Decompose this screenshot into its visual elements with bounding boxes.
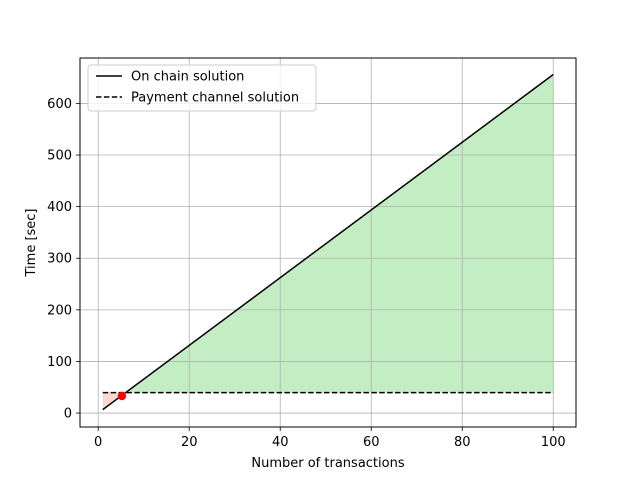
- x-tick-label: 60: [363, 435, 380, 450]
- x-tick-label: 20: [181, 435, 198, 450]
- x-tick-label: 100: [541, 435, 566, 450]
- x-ticks: 0 20 40 60 80 100: [94, 427, 566, 450]
- x-axis-label: Number of transactions: [251, 456, 404, 471]
- intersection-point: [117, 391, 127, 401]
- y-tick-label: 100: [47, 355, 72, 370]
- x-tick-label: 40: [272, 435, 289, 450]
- plot-frame: [79, 57, 577, 428]
- y-tick-label: 600: [47, 97, 72, 112]
- series-line-on-chain: [102, 73, 554, 411]
- y-tick-label: 400: [47, 200, 72, 215]
- legend-box: [87, 64, 317, 112]
- legend-entry-0: On chain solution: [131, 70, 244, 85]
- x-tick-label: 80: [454, 435, 471, 450]
- x-tick-label: 0: [94, 435, 102, 450]
- series-lines: [102, 73, 554, 411]
- legend-entry-1: Payment channel solution: [131, 91, 299, 106]
- y-tick-label: 300: [47, 252, 72, 267]
- y-axis-label: Time [sec]: [24, 208, 39, 277]
- y-tick-label: 0: [64, 407, 72, 422]
- y-tick-label: 500: [47, 149, 72, 164]
- intersection-group: [117, 391, 127, 401]
- y-ticks: 0 100 200 300 400 500 600: [47, 97, 80, 422]
- legend: On chain solution Payment channel solutio…: [87, 64, 317, 112]
- y-tick-label: 200: [47, 303, 72, 318]
